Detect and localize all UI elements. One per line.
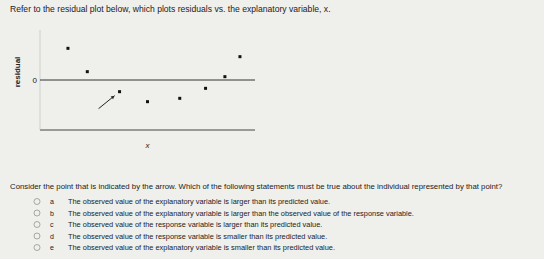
points [66,47,241,103]
zero-line [40,80,255,81]
option-text[interactable]: The observed value of the response varia… [68,220,322,229]
point [146,100,149,103]
radio[interactable] [34,222,40,228]
point [204,87,207,90]
y-tick-label: 0 [33,76,38,85]
point [86,70,89,73]
radio[interactable] [34,245,40,251]
option-text[interactable]: The observed value of the response varia… [68,232,327,241]
point [178,97,181,100]
page: Refer to the residual plot below, which … [0,0,544,259]
point [66,47,69,50]
radio[interactable] [34,199,40,205]
option-text[interactable]: The observed value of the explanatory va… [68,197,330,206]
radio[interactable] [34,233,40,239]
arrow-head [111,96,115,100]
option-letter: c [50,221,54,228]
y-axis-label: residual [13,57,22,88]
option-letter: b [50,210,54,217]
point [238,55,241,58]
x-axis [40,130,255,131]
option-letter: e [50,244,54,251]
intro-text: Refer to the residual plot below, which … [10,4,331,14]
question-text: Consider the point that is indicated by … [10,182,503,191]
option-text[interactable]: The observed value of the explanatory va… [68,209,414,218]
radio[interactable] [34,210,40,216]
point [118,90,121,93]
arrow-shaft [99,96,115,109]
option-letter: a [50,198,54,205]
point [223,75,226,78]
x-axis-label: x [145,141,151,150]
option-text[interactable]: The observed value of the explanatory va… [68,243,335,252]
option-letter: d [50,233,54,240]
